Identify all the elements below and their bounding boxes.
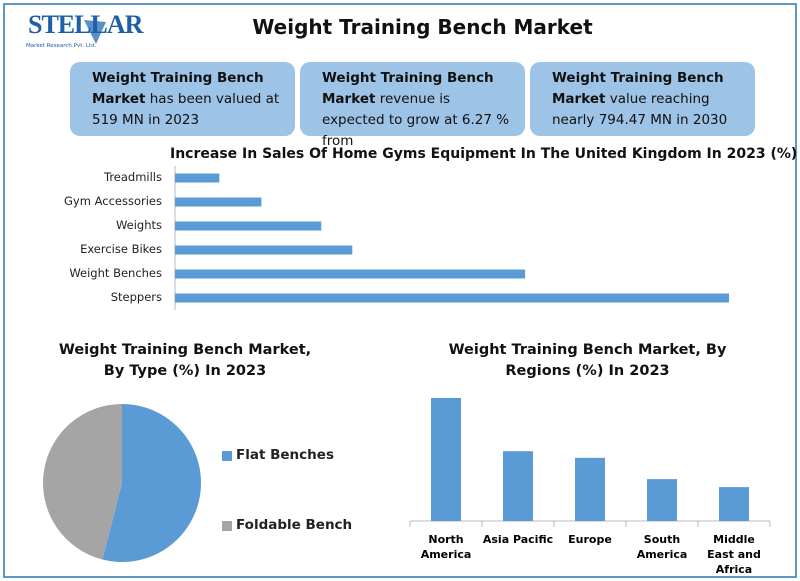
logo-name: STELLAR [28,10,143,39]
y-tick-label: Treadmills [103,170,162,184]
chart-title: Weight Training Bench Market, By Regions… [448,342,727,379]
info-box: Weight Training Bench Market revenue is … [300,62,525,149]
x-tick-label: Asia Pacific [482,533,554,546]
chart-title: Weight Training Bench Market, By Type (%… [58,342,312,379]
y-tick-label: Steppers [110,290,162,304]
box-text: value reaching nearly 794.47 MN in 2030 [552,91,728,128]
info-box: Weight Training Bench Market has been va… [70,62,295,136]
y-tick-label: Weight Benches [69,266,162,280]
bar [175,245,353,255]
box-text: has been valued at 519 MN in 2023 [92,91,280,128]
legend-swatch [222,451,232,461]
y-tick-label: Exercise Bikes [80,242,162,256]
box-bold: Weight Training Bench Market [92,70,264,107]
chart-title: Increase In Sales Of Home Gyms Equipment… [170,146,798,162]
bar [175,293,729,303]
bar [175,197,262,207]
bar [175,269,526,279]
x-tick-label: Middle East and Africa [707,533,761,576]
legend-swatch [222,521,232,531]
pie-slice [102,404,201,563]
x-tick-label: North America [420,533,472,561]
bar [431,397,461,521]
info-box: Weight Training Bench Market value reach… [530,62,755,136]
page-title: Weight Training Bench Market [252,15,593,39]
x-tick-label: Europe [568,533,612,546]
y-tick-label: Weights [115,218,162,232]
legend-label: Flat Benches [236,447,334,463]
box-text: revenue is expected to grow at 6.27 % fr… [322,91,510,149]
x-tick-label: South America [636,533,688,561]
logo-mark [84,20,106,44]
y-tick-label: Gym Accessories [64,194,162,208]
bar [575,457,605,521]
legend-label: Foldable Bench [236,517,353,533]
bar [647,479,677,521]
logo-tagline: Market Research Pvt. Ltd. [26,43,97,49]
box-bold: Weight Training Bench Market [322,70,494,107]
bar [175,221,322,231]
pie-slice [43,404,122,560]
bar [503,451,533,521]
page-border [3,3,797,578]
box-bold: Weight Training Bench Market [552,70,724,107]
bar [719,487,749,521]
bar [175,173,220,183]
